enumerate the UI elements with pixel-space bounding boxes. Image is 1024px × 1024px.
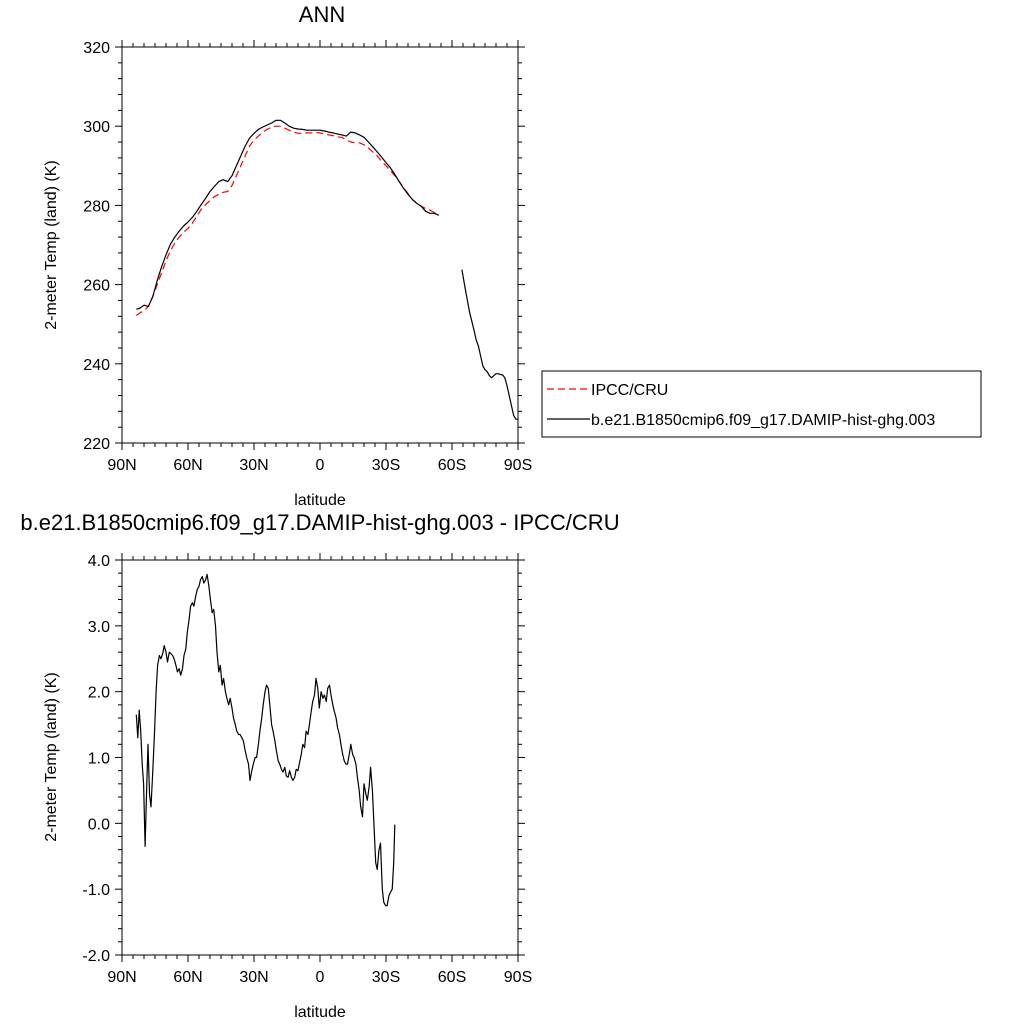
- y-tick-label: 4.0: [88, 553, 110, 570]
- x-axis-label: latitude: [294, 492, 346, 509]
- legend-label-model: b.e21.B1850cmip6.f09_g17.DAMIP-hist-ghg.…: [591, 412, 935, 429]
- x-axis-label: latitude: [294, 1004, 346, 1021]
- x-tick-label: 90N: [107, 969, 136, 986]
- legend: IPCC/CRU b.e21.B1850cmip6.f09_g17.DAMIP-…: [541, 370, 982, 438]
- x-tick-label: 30S: [372, 969, 400, 986]
- series-lines: [135, 573, 396, 907]
- series-lines: [135, 119, 518, 420]
- y-tick-label: 320: [83, 40, 110, 57]
- panel-difference: b.e21.B1850cmip6.f09_g17.DAMIP-hist-ghg.…: [20, 510, 619, 1021]
- x-tick-label: 0: [316, 457, 325, 474]
- x-tick-label: 30S: [372, 457, 400, 474]
- y-tick-label: 3.0: [88, 619, 110, 636]
- y-tick-label: 260: [83, 278, 110, 295]
- x-tick-label: 90S: [504, 969, 532, 986]
- series-line-0: [135, 125, 439, 316]
- y-tick-label: -1.0: [82, 882, 110, 899]
- x-tick-labels: 90N 60N 30N 0 30S 60S 90S: [107, 457, 532, 474]
- x-tick-labels: 90N 60N 30N 0 30S 60S 90S: [107, 969, 532, 986]
- y-tick-label: 240: [83, 357, 110, 374]
- y-tick-label: 2.0: [88, 685, 110, 702]
- y-tick-labels: -2.0 -1.0 0.0 1.0 2.0 3.0 4.0: [82, 553, 110, 965]
- x-tick-label: 0: [316, 969, 325, 986]
- axis-ticks: [115, 40, 525, 450]
- y-tick-label: 0.0: [88, 816, 110, 833]
- y-axis-label: 2-meter Temp (land) (K): [43, 160, 60, 330]
- y-tick-labels: 220 240 260 280 300 320: [83, 40, 110, 453]
- y-tick-label: 220: [83, 436, 110, 453]
- y-tick-label: 300: [83, 119, 110, 136]
- x-tick-label: 90S: [504, 457, 532, 474]
- x-tick-label: 60N: [173, 457, 202, 474]
- x-tick-label: 90N: [107, 457, 136, 474]
- x-tick-label: 30N: [239, 969, 268, 986]
- x-tick-label: 60N: [173, 969, 202, 986]
- axis-ticks: [115, 553, 525, 962]
- x-tick-label: 60S: [438, 969, 466, 986]
- y-tick-label: 1.0: [88, 751, 110, 768]
- y-axis-label: 2-meter Temp (land) (K): [43, 672, 60, 842]
- plot-frame: [121, 46, 519, 444]
- x-tick-label: 30N: [239, 457, 268, 474]
- series-line-1: [136, 119, 518, 420]
- legend-box: [541, 370, 982, 438]
- x-tick-label: 60S: [438, 457, 466, 474]
- legend-label-ipcc: IPCC/CRU: [591, 382, 668, 399]
- plot-frame: [121, 559, 519, 956]
- chart-title: b.e21.B1850cmip6.f09_g17.DAMIP-hist-ghg.…: [20, 510, 619, 535]
- y-tick-label: -2.0: [82, 948, 110, 965]
- chart-title: ANN: [299, 2, 345, 27]
- y-tick-label: 280: [83, 198, 110, 215]
- series-line-0: [135, 573, 396, 907]
